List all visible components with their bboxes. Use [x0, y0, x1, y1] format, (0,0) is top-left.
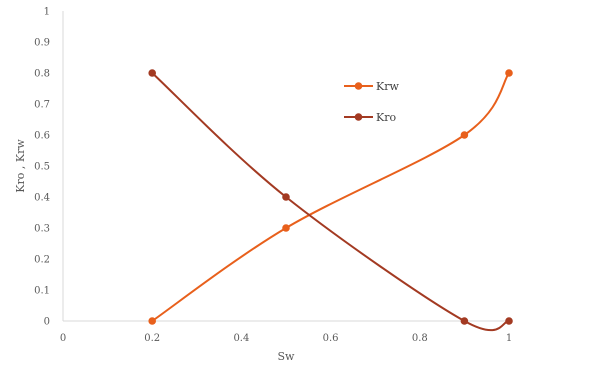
- y-tick-label: 1: [44, 7, 50, 18]
- legend-label: Krw: [376, 80, 399, 93]
- data-point: [505, 69, 513, 77]
- y-tick-label: 0.9: [34, 38, 50, 49]
- data-point: [282, 224, 290, 232]
- y-tick-label: 0.3: [34, 224, 50, 235]
- legend-marker: [354, 82, 363, 90]
- series-krw: [148, 69, 513, 325]
- y-tick-label: 0.8: [34, 69, 50, 80]
- y-tick-label: 0.7: [34, 100, 50, 111]
- x-tick-labels: 0 0.2 0.4 0.6 0.8 1: [60, 333, 512, 344]
- series-line: [151, 72, 510, 332]
- x-tick-label: 1: [506, 333, 512, 344]
- x-tick-label: 0.8: [412, 333, 428, 344]
- x-axis: 0 0.2 0.4 0.6 0.8 1: [60, 320, 512, 344]
- y-tick-label: 0.1: [34, 286, 50, 297]
- legend-item: Krw: [344, 80, 399, 93]
- plot-area: [148, 69, 513, 332]
- y-tick-label: 0.4: [34, 193, 50, 204]
- y-tick-label: 0.6: [34, 131, 50, 142]
- x-tick-label: 0.4: [233, 333, 249, 344]
- y-tick-label: 0.2: [34, 255, 50, 266]
- data-point: [460, 317, 469, 325]
- legend-label: Kro: [376, 111, 396, 124]
- x-axis-title: Sw: [278, 350, 296, 363]
- y-axis-title: Kro , Krw: [14, 139, 27, 193]
- x-tick-label: 0.6: [323, 333, 339, 344]
- data-point: [505, 317, 513, 325]
- y-tick-labels: 0 0.1 0.2 0.3 0.4 0.5 0.6 0.7 0.8 0.9 1: [34, 7, 50, 328]
- legend-marker: [354, 113, 363, 121]
- y-axis: 0 0.1 0.2 0.3 0.4 0.5 0.6 0.7 0.8 0.9 1: [34, 7, 64, 328]
- series-kro: [148, 69, 513, 332]
- x-tick-label: 0: [60, 333, 66, 344]
- y-tick-label: 0.5: [34, 162, 50, 173]
- legend-item: Kro: [344, 111, 396, 124]
- data-point: [460, 131, 469, 139]
- data-point: [282, 193, 290, 201]
- x-tick-label: 0.2: [144, 333, 160, 344]
- legend: Krw Kro: [344, 80, 399, 124]
- data-point: [148, 317, 156, 325]
- series-line: [151, 72, 510, 322]
- y-tick-label: 0: [44, 317, 50, 328]
- data-point: [148, 69, 156, 77]
